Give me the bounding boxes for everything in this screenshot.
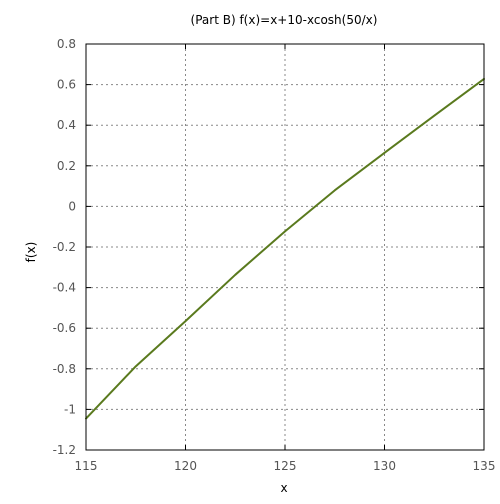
y-tick-label: -0.2 [53,240,76,254]
y-tick-label: -0.4 [53,281,76,295]
x-axis-label: x [280,481,287,495]
x-tick-label: 120 [174,459,197,473]
y-tick-label: -1 [64,402,76,416]
series-layer [85,77,485,420]
y-tick-label: 0.8 [57,37,76,51]
y-tick-label: -0.6 [53,321,76,335]
x-tick-label: 130 [373,459,396,473]
chart-title: (Part B) f(x)=x+10-xcosh(50/x) [191,13,378,27]
series-line [85,77,485,420]
x-tick-label: 115 [75,459,98,473]
y-tick-label: 0 [68,199,76,213]
y-axis-ticks: -1.2 -1 -0.8 -0.6 -0.4 -0.2 0 0.2 0.4 0.6 0.8 [53,37,484,457]
x-tick-label: 125 [274,459,297,473]
y-tick-label: -1.2 [53,443,76,457]
grid [86,44,484,450]
x-tick-label: 135 [473,459,496,473]
x-axis-ticks: 115 120 125 130 135 [75,44,496,473]
y-axis-label: f(x) [24,242,38,263]
y-tick-label: -0.8 [53,362,76,376]
y-tick-label: 0.4 [57,118,76,132]
y-tick-label: 0.6 [57,78,76,92]
y-tick-label: 0.2 [57,159,76,173]
